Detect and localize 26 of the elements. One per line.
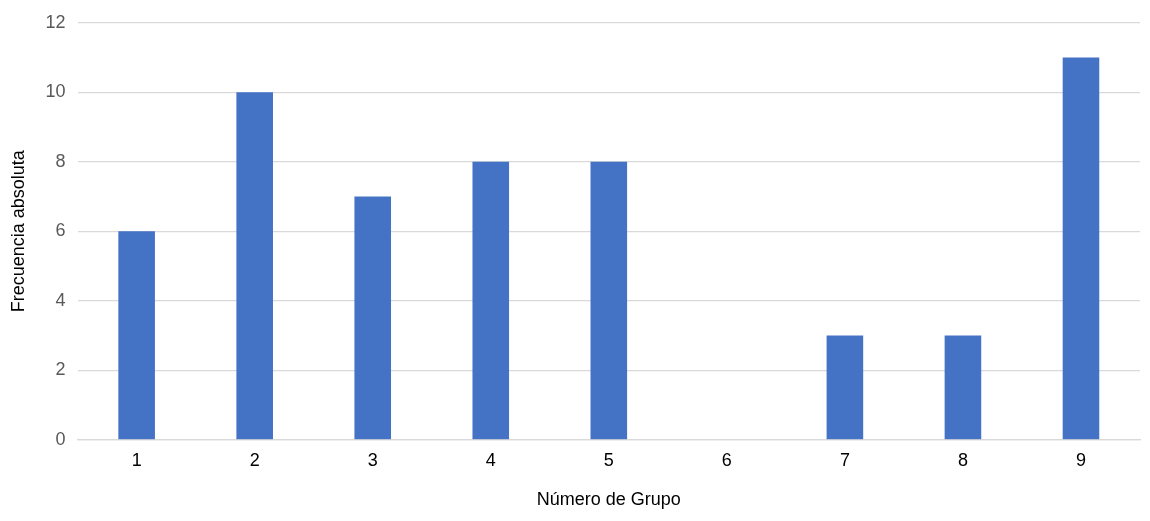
x-tick-label: 6 (721, 449, 732, 470)
bar (236, 92, 273, 440)
x-tick-label: 5 (603, 449, 614, 470)
bar (944, 335, 982, 440)
y-tick-label: 4 (55, 289, 66, 310)
x-tick-label: 2 (249, 449, 260, 470)
y-tick-label: 8 (55, 150, 66, 171)
x-axis-title: Número de Grupo (536, 489, 681, 510)
bar (118, 231, 155, 440)
x-tick-label: 8 (957, 449, 968, 470)
y-tick-label: 10 (45, 81, 66, 102)
x-tick-label: 7 (839, 449, 850, 470)
bar (1062, 57, 1100, 440)
y-tick-label: 6 (55, 220, 66, 241)
x-tick-label: 4 (485, 449, 496, 470)
bar (354, 196, 392, 440)
x-tick-label: 1 (131, 449, 142, 470)
bar (590, 161, 628, 440)
y-tick-label: 0 (55, 428, 66, 449)
bar (826, 335, 864, 440)
y-axis-title: Frecuencia absoluta (7, 149, 28, 313)
x-tick-label: 9 (1075, 449, 1086, 470)
y-tick-label: 12 (45, 11, 66, 32)
x-tick-label: 3 (367, 449, 378, 470)
bar (472, 161, 510, 440)
y-tick-label: 2 (55, 359, 66, 380)
